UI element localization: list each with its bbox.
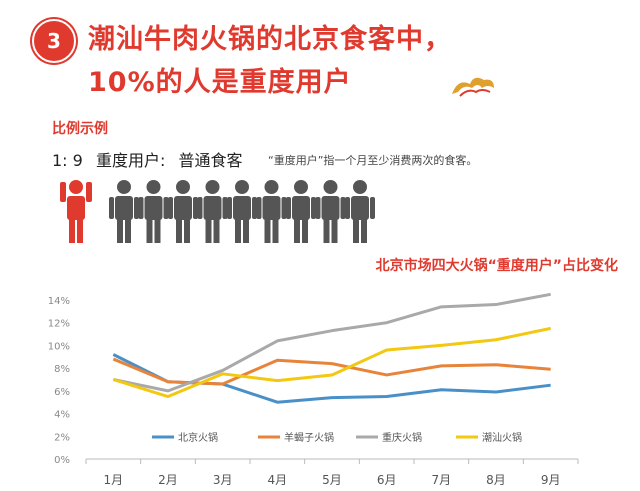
x-tick-label: 9月 (541, 473, 561, 487)
normal-user-icon (197, 180, 228, 243)
y-tick-label: 14% (48, 296, 70, 307)
ratio-value: 1: 9 (52, 151, 83, 170)
y-tick-label: 0% (54, 455, 70, 466)
normal-user-icon (227, 180, 257, 243)
normal-user-icon (345, 180, 375, 243)
x-tick-label: 4月 (268, 473, 288, 487)
heavy-user-definition: “重度用户”指一个月至少消费两次的食客。 (268, 154, 478, 167)
x-tick-label: 2月 (158, 473, 178, 487)
series-line (112, 326, 551, 399)
legend-item: 重庆火锅 (356, 431, 422, 444)
series-line (113, 292, 551, 393)
legend-item: 潮汕火锅 (456, 431, 522, 444)
x-tick-label: 8月 (486, 473, 506, 487)
chart-title: 北京市场四大火锅“重度用户”占比变化 (375, 258, 618, 274)
legend-item: 北京火锅 (152, 431, 218, 444)
legend-label: 潮汕火锅 (482, 431, 522, 444)
legend-label: 重庆火锅 (382, 431, 422, 444)
ratio-subtitle: 比例示例 (52, 121, 108, 137)
cloud-ornament-icon (452, 77, 494, 97)
normal-user-icon (109, 180, 139, 243)
line-chart: 0% 2% 4% 6% 8% 10% 12% 14% 1月 2月 3月 4月 5月 6月 7月 8月 9月 北京火… (48, 292, 579, 487)
page-title-line-2: 10%的人是重度用户 (88, 67, 352, 98)
x-tick-label: 3月 (213, 473, 233, 487)
heavy-user-icon (60, 180, 92, 243)
normal-user-icon (168, 180, 198, 243)
legend-label: 羊蝎子火锅 (284, 431, 334, 444)
normal-user-icon (138, 180, 169, 243)
y-tick-label: 2% (54, 432, 70, 443)
legend-item: 羊蝎子火锅 (258, 431, 334, 444)
series-line (112, 357, 551, 386)
x-tick-label: 7月 (432, 473, 452, 487)
normal-user-label: 普通食客 (178, 151, 243, 170)
people-ratio-pictogram (60, 180, 375, 243)
legend-label: 北京火锅 (178, 431, 218, 444)
y-tick-label: 4% (54, 410, 70, 421)
x-tick-label: 6月 (377, 473, 397, 487)
y-tick-label: 12% (48, 319, 70, 330)
page-title-line-1: 潮汕牛肉火锅的北京食客中， (88, 24, 452, 55)
x-tick-label: 5月 (322, 473, 342, 487)
x-tick-label: 1月 (104, 473, 124, 487)
heavy-user-label: 重度用户: (95, 151, 166, 170)
ratio-legend: 1: 9 重度用户: 普通食客 (52, 147, 250, 171)
normal-user-icon (315, 180, 346, 243)
y-tick-label: 8% (54, 364, 70, 375)
normal-user-icon (256, 180, 287, 243)
section-number-badge: 3 (32, 19, 76, 63)
y-tick-label: 6% (54, 387, 70, 398)
normal-user-icon (286, 180, 316, 243)
y-tick-label: 10% (48, 341, 70, 352)
series-line (112, 353, 551, 404)
